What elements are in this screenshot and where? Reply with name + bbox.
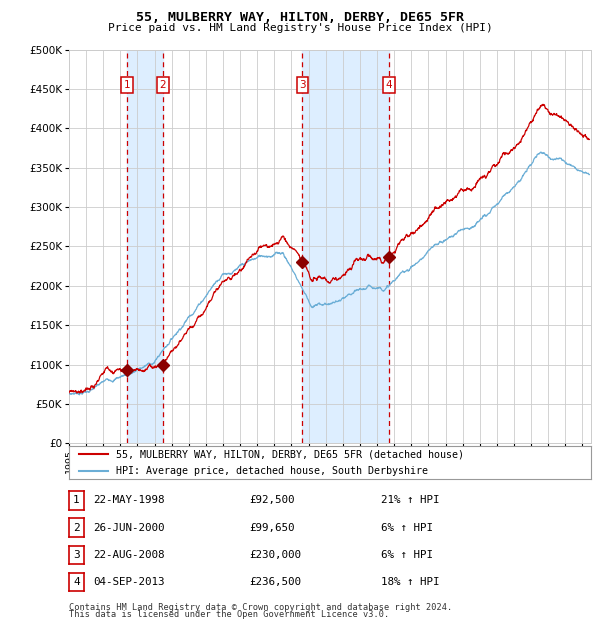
- Text: £230,000: £230,000: [249, 550, 301, 560]
- Text: 55, MULBERRY WAY, HILTON, DERBY, DE65 5FR: 55, MULBERRY WAY, HILTON, DERBY, DE65 5F…: [136, 11, 464, 24]
- Text: This data is licensed under the Open Government Licence v3.0.: This data is licensed under the Open Gov…: [69, 610, 389, 619]
- Text: 55, MULBERRY WAY, HILTON, DERBY, DE65 5FR (detached house): 55, MULBERRY WAY, HILTON, DERBY, DE65 5F…: [116, 450, 464, 459]
- Bar: [302, 50, 389, 443]
- Text: Contains HM Land Registry data © Crown copyright and database right 2024.: Contains HM Land Registry data © Crown c…: [69, 603, 452, 612]
- Text: 3: 3: [73, 550, 80, 560]
- Text: HPI: Average price, detached house, South Derbyshire: HPI: Average price, detached house, Sout…: [116, 466, 428, 476]
- Text: 22-AUG-2008: 22-AUG-2008: [93, 550, 164, 560]
- Text: 18% ↑ HPI: 18% ↑ HPI: [381, 577, 439, 587]
- Text: 4: 4: [385, 80, 392, 90]
- Text: 04-SEP-2013: 04-SEP-2013: [93, 577, 164, 587]
- Text: £236,500: £236,500: [249, 577, 301, 587]
- Text: 6% ↑ HPI: 6% ↑ HPI: [381, 523, 433, 533]
- Text: 2: 2: [160, 80, 166, 90]
- Text: Price paid vs. HM Land Registry's House Price Index (HPI): Price paid vs. HM Land Registry's House …: [107, 23, 493, 33]
- Text: 21% ↑ HPI: 21% ↑ HPI: [381, 495, 439, 505]
- Text: £92,500: £92,500: [249, 495, 295, 505]
- Bar: [127, 50, 163, 443]
- Text: 4: 4: [73, 577, 80, 587]
- Text: 1: 1: [124, 80, 130, 90]
- Text: 22-MAY-1998: 22-MAY-1998: [93, 495, 164, 505]
- Text: 3: 3: [299, 80, 306, 90]
- Text: 26-JUN-2000: 26-JUN-2000: [93, 523, 164, 533]
- Text: £99,650: £99,650: [249, 523, 295, 533]
- Text: 6% ↑ HPI: 6% ↑ HPI: [381, 550, 433, 560]
- Text: 2: 2: [73, 523, 80, 533]
- Text: 1: 1: [73, 495, 80, 505]
